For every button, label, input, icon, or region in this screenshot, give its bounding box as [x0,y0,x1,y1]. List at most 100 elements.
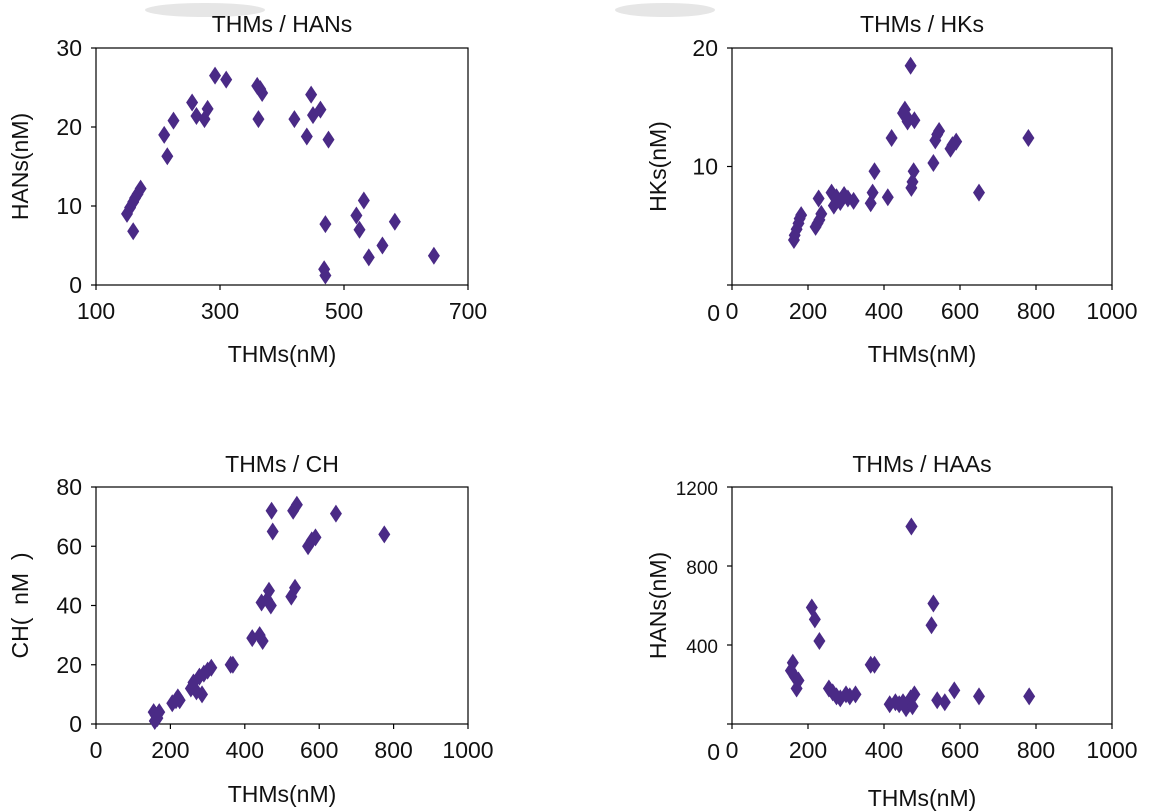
data-point [205,658,218,677]
y-tick-label: 30 [56,35,82,61]
data-point [925,616,938,635]
x-tick-label: 1000 [1086,298,1137,324]
x-axis-label: THMs(nM) [228,341,337,367]
data-point [362,248,375,267]
x-axis-label: THMs(nM) [868,785,977,811]
plot-frame [95,47,469,286]
data-point [808,610,821,629]
data-point [908,685,921,704]
data-point [134,179,147,198]
data-point [868,655,881,674]
data-point [322,130,335,149]
data-point [161,147,174,166]
chart-title: THMs / HANs [212,11,353,37]
scatter-panel-haas: THMs / HAAs THMs(nM) HANs(nM) 0 200 400 600 800… [645,451,1138,811]
data-point [300,127,313,146]
data-point [904,56,917,75]
data-point [907,162,920,181]
x-tick-label: 200 [789,298,827,324]
data-point [376,236,389,255]
x-tick-label: 1000 [442,737,493,763]
y-tick-label: 60 [56,533,82,559]
y-tick-label: 0 [69,711,82,737]
data-point [265,501,278,520]
data-point [127,222,140,241]
decorative-smudge [615,3,715,17]
x-tick-label: 400 [865,298,903,324]
x-tick-label: 600 [300,737,338,763]
x-tick-label: 300 [201,298,239,324]
data-point [973,687,985,706]
x-axis-label: THMs(nM) [228,781,337,807]
data-point [256,632,269,651]
x-tick-label: 0 [726,737,739,763]
data-point [948,681,961,700]
chart-title: THMs / CH [225,451,339,477]
y-tick-label: 400 [686,637,718,658]
data-point [329,504,342,523]
plot-frame [95,486,469,725]
data-point [786,653,799,672]
plot-frame [731,486,1113,725]
y-tick-label: 20 [692,35,718,61]
data-point [901,112,914,131]
data-point [266,522,279,541]
y-tick-label: 20 [56,114,82,140]
data-point [908,111,921,130]
y-tick-label: 800 [686,558,718,579]
data-point [849,685,862,704]
data-point [209,66,222,85]
data-point [290,495,303,514]
data-point [931,691,944,710]
y-tick-label: 40 [56,593,82,619]
x-tick-label: 0 [90,737,103,763]
x-tick-label: 800 [1017,737,1055,763]
plot-frame [731,47,1113,286]
y-tick-label: 80 [56,474,82,500]
data-point [847,191,860,210]
data-point [815,204,828,223]
y-tick-label: 10 [56,193,82,219]
data-point [812,189,825,208]
data-point [158,125,171,144]
data-point [881,188,894,207]
x-tick-label: 200 [789,737,827,763]
data-point [378,525,391,544]
data-point [262,581,275,600]
data-point [868,162,881,181]
x-tick-label: 100 [77,298,115,324]
data-point [866,183,879,202]
y-tick-label: 0 [707,300,720,326]
y-tick-label: 10 [692,154,718,180]
x-tick-label: 400 [226,737,264,763]
y-axis-label: HKs(nM) [645,121,671,212]
x-tick-label: 800 [374,737,412,763]
data-point [973,183,985,202]
data-point [905,517,918,536]
y-axis-label: CH( nM ) [7,552,33,658]
data-point [288,110,301,129]
data-point [148,712,161,731]
x-tick-label: 600 [941,737,979,763]
data-point [305,85,318,104]
y-axis-label: HANs(nM) [645,552,671,659]
data-point [357,191,370,210]
x-tick-label: 500 [325,298,363,324]
y-tick-label: 0 [707,739,720,765]
data-point [938,693,951,712]
data-point [1023,687,1036,706]
y-tick-label: 1200 [676,479,718,500]
data-point [795,206,808,225]
data-point [201,99,214,118]
x-tick-label: 0 [726,298,739,324]
y-axis-label: HANs(nM) [7,113,33,220]
data-point [289,578,302,597]
data-point [167,111,180,130]
x-tick-label: 400 [865,737,903,763]
decorative-smudge [145,3,265,17]
data-point [950,132,963,151]
y-tick-label: 20 [56,652,82,678]
